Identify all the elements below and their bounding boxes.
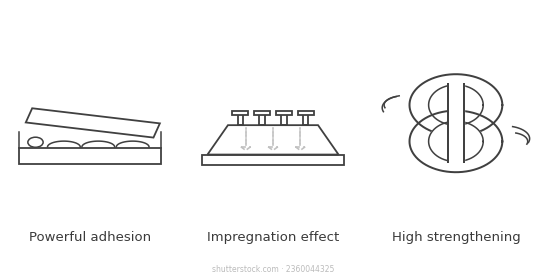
Bar — [202, 155, 344, 165]
Polygon shape — [429, 85, 483, 125]
Bar — [254, 111, 270, 115]
Bar — [276, 111, 292, 115]
Text: shutterstock.com · 2360044325: shutterstock.com · 2360044325 — [212, 265, 334, 274]
Polygon shape — [410, 74, 502, 136]
Polygon shape — [207, 125, 339, 155]
Polygon shape — [26, 108, 160, 137]
Text: Impregnation effect: Impregnation effect — [207, 231, 339, 244]
Bar — [19, 148, 161, 164]
Bar — [232, 111, 248, 115]
Polygon shape — [410, 111, 502, 172]
Ellipse shape — [28, 137, 43, 147]
Polygon shape — [429, 121, 483, 162]
Polygon shape — [448, 84, 464, 162]
Bar — [298, 111, 314, 115]
Text: Powerful adhesion: Powerful adhesion — [29, 231, 151, 244]
Text: High strengthening: High strengthening — [391, 231, 520, 244]
